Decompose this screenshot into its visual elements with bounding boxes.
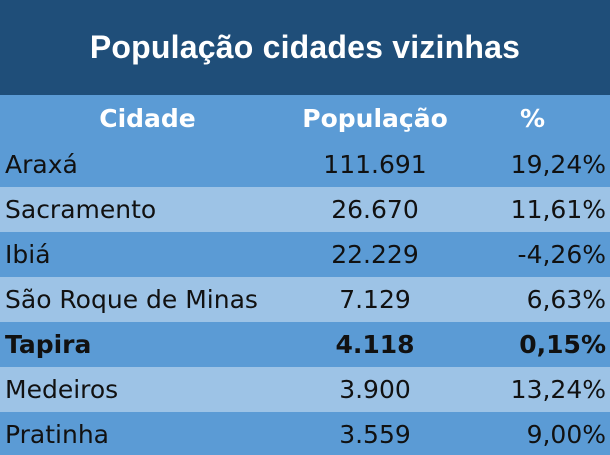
cell-population: 26.670 <box>295 187 455 232</box>
cell-population: 4.118 <box>295 322 455 367</box>
table-row: Araxá 111.691 19,24% <box>0 142 610 187</box>
column-header-city: Cidade <box>0 95 295 142</box>
cell-population: 111.691 <box>295 142 455 187</box>
column-header-population: População <box>295 95 455 142</box>
header-row: Cidade População % <box>0 95 610 142</box>
cell-city: Pratinha <box>0 412 295 455</box>
population-table: Cidade População % Araxá 111.691 19,24% … <box>0 95 610 455</box>
cell-percent: -4,26% <box>455 232 610 277</box>
cell-population: 7.129 <box>295 277 455 322</box>
cell-population: 3.559 <box>295 412 455 455</box>
cell-percent: 9,00% <box>455 412 610 455</box>
cell-population: 3.900 <box>295 367 455 412</box>
table-row: Ibiá 22.229 -4,26% <box>0 232 610 277</box>
cell-percent: 6,63% <box>455 277 610 322</box>
cell-city: Medeiros <box>0 367 295 412</box>
cell-population: 22.229 <box>295 232 455 277</box>
table-row: São Roque de Minas 7.129 6,63% <box>0 277 610 322</box>
table-row: Medeiros 3.900 13,24% <box>0 367 610 412</box>
cell-city: Araxá <box>0 142 295 187</box>
cell-city: São Roque de Minas <box>0 277 295 322</box>
cell-percent: 13,24% <box>455 367 610 412</box>
table-title: População cidades vizinhas <box>0 0 610 95</box>
cell-percent: 0,15% <box>455 322 610 367</box>
table-row: Sacramento 26.670 11,61% <box>0 187 610 232</box>
table-row: Pratinha 3.559 9,00% <box>0 412 610 455</box>
table-row: Tapira 4.118 0,15% <box>0 322 610 367</box>
cell-city: Ibiá <box>0 232 295 277</box>
cell-percent: 11,61% <box>455 187 610 232</box>
cell-percent: 19,24% <box>455 142 610 187</box>
cell-city: Sacramento <box>0 187 295 232</box>
column-header-percent: % <box>455 95 610 142</box>
cell-city: Tapira <box>0 322 295 367</box>
